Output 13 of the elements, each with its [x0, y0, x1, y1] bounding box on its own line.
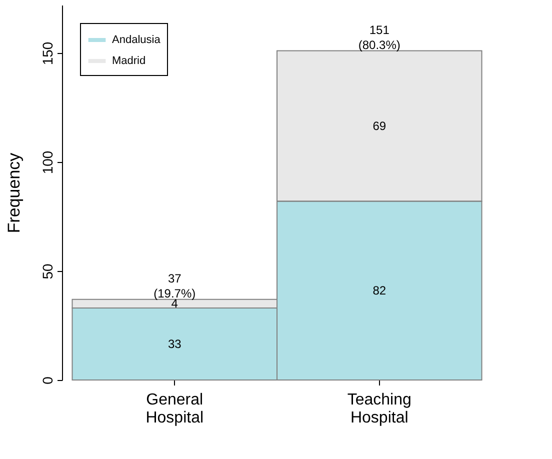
y-tick-label: 150 — [40, 42, 56, 66]
data-label: 69 — [372, 119, 386, 134]
y-tick-label: 50 — [40, 263, 56, 280]
data-label: 82 — [372, 284, 386, 298]
data-label: 33 — [168, 337, 182, 352]
x-tick-label: Teaching Hospital — [347, 392, 412, 426]
legend-label: Madrid — [112, 55, 146, 67]
y-tick-label: 0 — [40, 376, 56, 384]
y-axis-title: Frequency — [4, 152, 24, 234]
total-label: 151 (80.3%) — [358, 22, 400, 52]
legend-label: Andalusia — [112, 34, 162, 46]
x-tick-label: General Hospital — [146, 392, 204, 426]
y-tick-label: 100 — [40, 150, 56, 174]
